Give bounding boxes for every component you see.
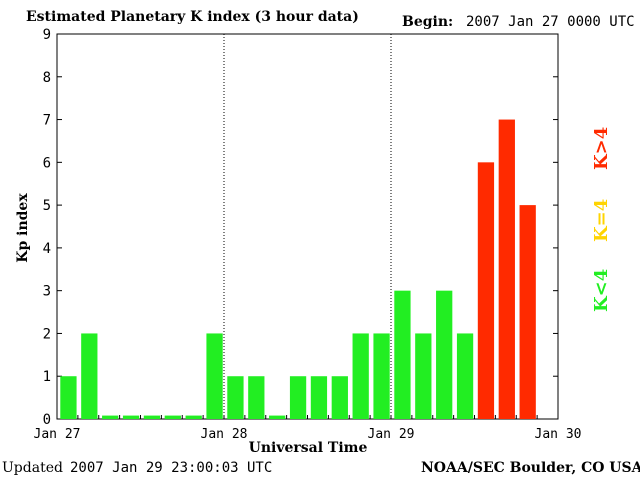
y-tick-label: 2 — [43, 326, 51, 342]
x-tick-label: Jan 30 — [535, 427, 582, 442]
legend-k-high: K>4 — [591, 126, 612, 170]
x-tick-label: Jan 29 — [368, 427, 415, 442]
y-tick-label: 0 — [43, 412, 51, 428]
y-tick-label: 5 — [43, 198, 51, 214]
y-axis-label: Kp index — [15, 193, 31, 263]
kp-bar — [456, 333, 474, 419]
kp-bar — [269, 415, 286, 419]
kp-bar — [519, 205, 536, 419]
kp-bar — [81, 333, 98, 419]
legend-k-low: K<4 — [591, 268, 612, 312]
kp-bar — [310, 376, 328, 419]
kp-bar — [206, 333, 223, 419]
kp-bar — [289, 376, 307, 419]
kp-bar — [143, 415, 161, 419]
x-tick-label: Jan 28 — [201, 427, 248, 442]
kp-bar — [394, 290, 411, 419]
kp-bar — [477, 162, 495, 420]
kp-bar — [60, 376, 77, 419]
updated-label: Updated — [2, 460, 63, 476]
y-tick-label: 3 — [43, 284, 51, 300]
kp-bar — [248, 376, 265, 419]
organization-label: NOAA/SEC Boulder, CO USA — [421, 460, 640, 476]
updated-value: 2007 Jan 29 23:00:03 UTC — [70, 460, 273, 476]
x-tick-label: Jan 27 — [34, 427, 81, 442]
kp-bar — [227, 376, 244, 419]
kp-bar — [352, 333, 369, 419]
kp-bar — [373, 333, 390, 419]
begin-value: 2007 Jan 27 0000 UTC — [466, 14, 635, 30]
y-tick-label: 6 — [43, 155, 51, 171]
begin-label: Begin: — [402, 14, 454, 30]
kp-bar — [122, 415, 140, 419]
kp-bar — [436, 290, 453, 419]
y-tick-label: 8 — [43, 70, 51, 86]
x-axis-label: Universal Time — [249, 440, 368, 456]
y-tick-label: 1 — [43, 369, 51, 385]
chart-title: Estimated Planetary K index (3 hour data… — [26, 9, 359, 25]
y-tick-label: 4 — [43, 241, 51, 257]
kp-bar — [102, 415, 119, 419]
y-tick-label: 7 — [43, 113, 51, 129]
kp-bar — [331, 376, 348, 419]
kp-bar — [164, 415, 181, 419]
legend-k-equal: K=4 — [591, 198, 612, 242]
kp-bar — [415, 333, 432, 419]
kp-bar — [185, 415, 202, 419]
kp-bar — [498, 119, 515, 420]
y-tick-label: 9 — [43, 27, 51, 43]
